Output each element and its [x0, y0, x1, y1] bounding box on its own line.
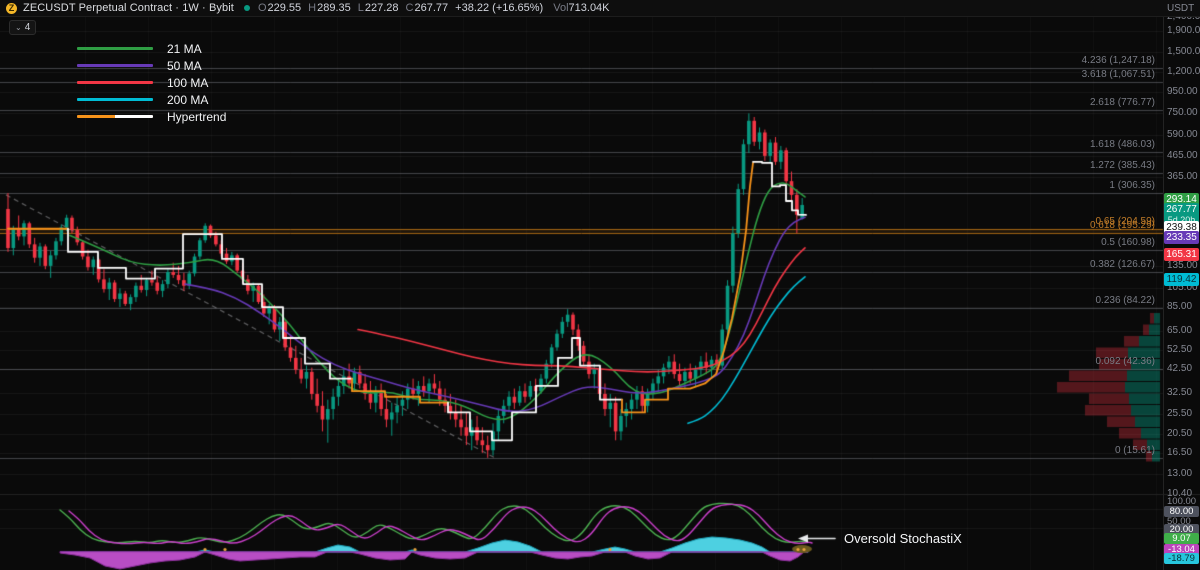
- price-axis-border: [1163, 0, 1164, 570]
- price-badge: 233.35: [1164, 231, 1199, 244]
- price-tick: 365.00: [1167, 171, 1198, 183]
- volume-value: Vol713.04K: [553, 2, 610, 14]
- fib-level-label: 1.618 (486.03): [1089, 138, 1155, 150]
- stoch-tick: 100.00: [1167, 496, 1197, 507]
- price-badge: 293.14: [1164, 193, 1199, 206]
- 50ma-line-icon: [77, 64, 153, 67]
- chevron-down-icon: ⌄: [15, 22, 22, 32]
- fib-level-label: 0.618 (195.29): [1089, 220, 1155, 232]
- stoch-badge: -18.79: [1164, 553, 1199, 564]
- price-badge: 239.38: [1164, 221, 1199, 234]
- legend-item-200ma[interactable]: 200 MA: [77, 91, 226, 108]
- stoch-badge: -13.04: [1164, 544, 1199, 555]
- price-tick: 590.00: [1167, 128, 1198, 140]
- price-tick: 32.50: [1167, 386, 1193, 398]
- legend-label: 50 MA: [167, 58, 202, 73]
- fib-level-label: 3.618 (1,067.51): [1081, 68, 1155, 80]
- fib-level-label: 4.236 (1,247.18): [1081, 55, 1155, 67]
- price-tick: 950.00: [1167, 86, 1198, 98]
- high-value: H289.35: [308, 2, 351, 14]
- fib-level-label: 2.618 (776.77): [1089, 97, 1155, 109]
- symbol-title[interactable]: ZECUSDT Perpetual Contract · 1W · Bybit: [23, 2, 234, 14]
- fib-level-label: 1.272 (385.43): [1089, 159, 1155, 171]
- legend-label: 100 MA: [167, 75, 209, 90]
- zec-logo-icon: Z: [6, 2, 17, 14]
- stoch-badge: 20.00: [1164, 524, 1199, 535]
- collapse-indicators-button[interactable]: ⌄ 4: [9, 20, 37, 35]
- price-tick: 465.00: [1167, 149, 1198, 161]
- price-tick: 750.00: [1167, 107, 1198, 119]
- hypertrend-line-icon: [77, 115, 153, 118]
- 100ma-line-icon: [77, 81, 153, 84]
- fib-level-label: 0.236 (84.22): [1095, 294, 1156, 306]
- price-tick: 13.00: [1167, 468, 1193, 480]
- low-value: L227.28: [357, 2, 399, 14]
- fib-level-label: 0 (15.61): [1114, 444, 1155, 456]
- fib-level-label: 0.382 (126.67): [1089, 258, 1155, 270]
- open-value: O229.55: [257, 2, 302, 14]
- fib-level-label: 0.65 (204.59): [1095, 215, 1156, 227]
- legend-item-21ma[interactable]: 21 MA: [77, 40, 226, 57]
- ohlc-values: O229.55 H289.35 L227.28 C267.77: [258, 2, 448, 14]
- indicator-legend: 21 MA 50 MA 100 MA 200 MA Hypertrend: [77, 40, 226, 125]
- price-tick: 85.00: [1167, 301, 1193, 313]
- close-value: C267.77: [405, 2, 449, 14]
- legend-label: 21 MA: [167, 41, 202, 56]
- price-badge: 119.42: [1164, 273, 1199, 286]
- oversold-annotation: Oversold StochastiX: [844, 531, 962, 546]
- chart-header: Z ZECUSDT Perpetual Contract · 1W · Bybi…: [0, 0, 1200, 17]
- price-tick: 1,900.00: [1167, 24, 1200, 36]
- price-tick: 65.00: [1167, 324, 1193, 336]
- legend-item-100ma[interactable]: 100 MA: [77, 74, 226, 91]
- price-axis-currency[interactable]: USDT: [1167, 3, 1195, 14]
- 21ma-line-icon: [77, 47, 153, 50]
- legend-item-50ma[interactable]: 50 MA: [77, 57, 226, 74]
- price-tick: 20.50: [1167, 427, 1193, 439]
- fib-level-label: 1 (306.35): [1109, 180, 1155, 191]
- legend-label: Hypertrend: [167, 109, 227, 124]
- stoch-badge: 9.07: [1164, 533, 1199, 544]
- price-tick: 10.40: [1167, 487, 1193, 499]
- price-badge: 165.31: [1164, 248, 1199, 261]
- collapse-count: 4: [24, 22, 31, 33]
- price-tick: 1,500.00: [1167, 45, 1200, 57]
- fib-level-label: 0.092 (42.36): [1095, 355, 1156, 367]
- change-value: +38.22 (+16.65%): [455, 2, 544, 14]
- price-tick: 52.50: [1167, 343, 1193, 355]
- price-tick: 25.50: [1167, 408, 1193, 420]
- price-tick: 16.50: [1167, 446, 1193, 458]
- stoch-badge: 80.00: [1164, 506, 1199, 517]
- price-tick: 135.00: [1167, 259, 1198, 271]
- legend-label: 200 MA: [167, 92, 209, 107]
- 200ma-line-icon: [77, 98, 153, 101]
- stoch-tick: 50.00: [1167, 516, 1191, 527]
- price-tick: 1,200.00: [1167, 65, 1200, 77]
- legend-item-hypertrend[interactable]: Hypertrend: [77, 108, 226, 125]
- market-status-icon: [243, 5, 250, 11]
- fib-level-label: 0.5 (160.98): [1101, 237, 1155, 249]
- price-tick: 42.50: [1167, 362, 1193, 374]
- price-tick: 105.00: [1167, 282, 1198, 294]
